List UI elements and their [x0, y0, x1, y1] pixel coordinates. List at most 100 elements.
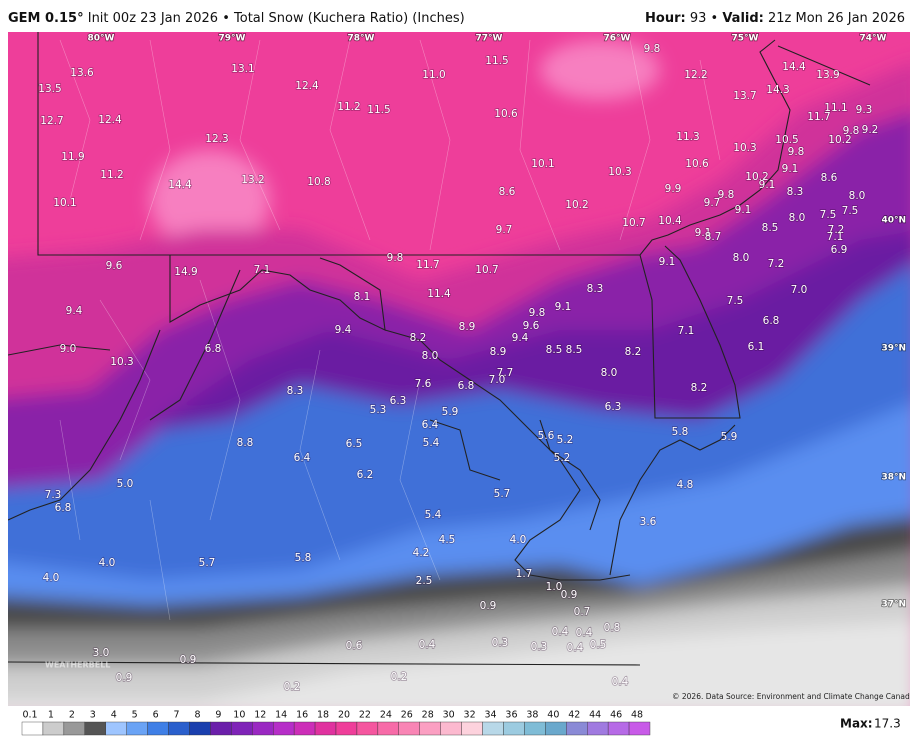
- snow-total-label: 9.1: [759, 179, 776, 191]
- legend-level: 8: [194, 710, 200, 721]
- legend-level: 48: [631, 710, 643, 721]
- legend-level: 46: [610, 710, 622, 721]
- legend-swatch: [377, 721, 400, 736]
- valid: 21z Mon 26 Jan 2026: [768, 11, 905, 26]
- snow-total-label: 6.5: [346, 438, 363, 450]
- snow-total-label: 11.3: [676, 131, 699, 143]
- snow-total-label: 7.0: [791, 284, 808, 296]
- snow-total-label: 11.9: [61, 151, 84, 163]
- value-labels: 13.6 13.5 12.7 12.4 13.1 12.4 11.0 11.5 9.8 12.2 1…: [38, 42, 880, 694]
- snow-total-label: 4.5: [439, 534, 456, 546]
- legend-level: 40: [547, 710, 559, 721]
- legend-swatch: [314, 721, 337, 736]
- snow-total-label: 0.2: [284, 681, 301, 693]
- legend-swatch: [587, 721, 609, 736]
- snow-total-label: 13.6: [70, 67, 94, 79]
- longitude-label: 75°W: [732, 34, 759, 44]
- snow-total-label: 9.7: [496, 224, 513, 236]
- snow-total-label: 11.5: [485, 55, 508, 67]
- snow-total-label: 4.8: [677, 479, 694, 491]
- legend-level: 2: [69, 710, 75, 721]
- max-label: Max:: [840, 717, 873, 731]
- snow-total-label: 8.0: [422, 350, 439, 362]
- snow-total-label: 9.8: [788, 146, 805, 158]
- legend-level: 4: [111, 710, 117, 721]
- snow-total-label: 0.4: [552, 626, 569, 638]
- legend-swatch: [503, 721, 525, 736]
- snow-total-label: 5.8: [295, 552, 312, 564]
- snow-total-label: 4.0: [43, 572, 60, 584]
- snow-total-label: 11.2: [100, 169, 123, 181]
- legend-swatch: [63, 721, 85, 736]
- snow-total-label: 7.3: [45, 489, 62, 501]
- snow-total-label: 9.1: [695, 227, 712, 239]
- snow-total-label: 6.4: [422, 419, 439, 431]
- snow-total-label: 9.4: [335, 324, 352, 336]
- hour-label: Hour:: [645, 11, 686, 26]
- snow-total-label: 11.7: [807, 111, 830, 123]
- snow-total-label: 5.7: [494, 488, 511, 500]
- snow-total-label: 8.0: [733, 252, 750, 264]
- snow-total-label: 8.0: [601, 367, 618, 379]
- snow-total-label: 10.1: [53, 197, 76, 209]
- legend-swatch: [210, 721, 232, 736]
- snow-total-label: 8.3: [587, 283, 604, 295]
- snow-total-label: 0.4: [612, 676, 629, 688]
- snow-total-label: 14.4: [782, 61, 806, 73]
- snow-total-label: 8.2: [410, 332, 427, 344]
- snow-total-label: 5.8: [672, 426, 689, 438]
- snow-total-label: 8.9: [459, 321, 476, 333]
- snow-total-label: 11.7: [416, 259, 439, 271]
- snow-total-label: 5.3: [370, 404, 387, 416]
- legend-level: 7: [174, 710, 180, 721]
- legend-level: 38: [526, 710, 538, 721]
- legend-level: 26: [401, 710, 413, 721]
- snow-total-label: 13.2: [241, 174, 264, 186]
- snow-total-label: 5.9: [721, 431, 738, 443]
- snow-total-label: 6.4: [294, 452, 311, 464]
- legend-swatch: [566, 721, 588, 736]
- snow-total-label: 0.8: [604, 622, 621, 634]
- snow-total-label: 10.2: [745, 171, 768, 183]
- snow-total-label: 8.3: [287, 385, 304, 397]
- snow-total-label: 6.8: [55, 502, 72, 514]
- legend-level: 20: [338, 710, 350, 721]
- legend-level: 42: [568, 710, 580, 721]
- legend-level: 10: [233, 710, 245, 721]
- snow-total-label: 14.9: [174, 266, 197, 278]
- snow-total-label: 6.8: [205, 343, 222, 355]
- snow-total-label: 0.2: [391, 671, 408, 683]
- snow-total-label: 10.3: [110, 356, 133, 368]
- snow-total-label: 5.4: [425, 509, 442, 521]
- snow-total-label: 9.3: [856, 104, 873, 116]
- legend-swatch: [398, 721, 420, 736]
- snow-total-label: 2.5: [416, 575, 433, 587]
- legend-level: 6: [153, 710, 159, 721]
- legend-level: 24: [380, 710, 392, 721]
- snow-total-label: 5.9: [442, 406, 459, 418]
- longitude-label: 79°W: [219, 34, 246, 44]
- snow-total-label: 10.4: [658, 215, 682, 227]
- snow-total-label: 11.2: [337, 101, 360, 113]
- legend-level: 16: [296, 710, 308, 721]
- legend-level: 28: [422, 710, 434, 721]
- legend-level: 36: [505, 710, 517, 721]
- legend-level: 30: [443, 710, 455, 721]
- legend-level: 3: [90, 710, 96, 721]
- legend-level: 34: [484, 710, 496, 721]
- snow-total-label: 4.0: [510, 534, 527, 546]
- longitude-label: 76°W: [604, 34, 631, 44]
- snow-total-label: 10.6: [494, 108, 518, 120]
- snow-total-label: 9.2: [862, 124, 879, 136]
- longitude-label: 80°W: [88, 34, 115, 44]
- snow-total-label: 7.2: [828, 224, 845, 236]
- legend-level: 22: [359, 710, 371, 721]
- snow-total-label: 5.7: [199, 557, 216, 569]
- snow-total-label: 11.0: [422, 69, 445, 81]
- snow-total-label: 0.9: [561, 589, 578, 601]
- snow-total-label: 9.1: [555, 301, 572, 313]
- credit: © 2026. Data Source: Environment and Cli…: [672, 692, 913, 701]
- snow-total-label: 12.4: [295, 80, 319, 92]
- snow-total-label: 8.7: [705, 231, 722, 243]
- legend-swatch: [419, 721, 441, 736]
